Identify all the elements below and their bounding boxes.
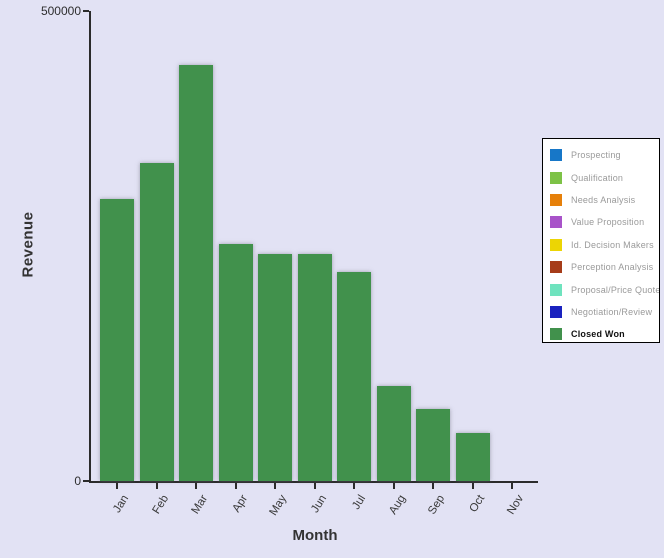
- x-tick-label-sep: Sep: [426, 493, 448, 517]
- bar-jan[interactable]: [100, 199, 134, 481]
- y-tick-500000: [83, 10, 89, 12]
- legend-swatch-icon: [550, 216, 562, 229]
- x-tick-label-may: May: [267, 493, 290, 518]
- legend-swatch-icon: [550, 305, 562, 318]
- legend-item-perception-analysis[interactable]: Perception Analysis: [550, 256, 659, 278]
- legend-swatch-icon: [550, 238, 562, 251]
- bar-mar[interactable]: [179, 65, 213, 481]
- bar-may[interactable]: [258, 254, 292, 481]
- bar-feb[interactable]: [139, 163, 174, 481]
- legend-item-label: Negotiation/Review: [571, 306, 653, 317]
- legend-item-label: Prospecting: [571, 150, 621, 161]
- chart-legend: Prospecting Qualification Needs Analysis Va…: [542, 138, 660, 343]
- x-tick-jun: [313, 483, 316, 489]
- legend-swatch-icon: [550, 193, 562, 206]
- x-tick-label-jul: Jul: [350, 493, 369, 512]
- legend-item-label: Closed Won: [571, 329, 625, 340]
- x-tick-label-nov: Nov: [505, 493, 527, 517]
- x-tick-label-feb: Feb: [149, 493, 171, 517]
- legend-swatch-icon: [550, 171, 562, 184]
- legend-item-prospecting[interactable]: Prospecting: [550, 144, 659, 166]
- legend-item-label: Value Proposition: [571, 217, 645, 228]
- x-tick-label-aug: Aug: [386, 493, 408, 517]
- y-tick-label-0: 0: [74, 474, 81, 488]
- x-tick-label-jan: Jan: [111, 493, 132, 516]
- legend-item-label: Perception Analysis: [571, 262, 654, 273]
- legend-item-qualification[interactable]: Qualification: [550, 166, 659, 188]
- bar-sep[interactable]: [416, 409, 450, 481]
- legend-swatch-icon: [550, 149, 562, 162]
- x-tick-oct: [471, 483, 474, 489]
- legend-item-value-proposition[interactable]: Value Proposition: [550, 211, 659, 233]
- x-tick-label-oct: Oct: [467, 493, 487, 515]
- legend-item-proposal-price-quote[interactable]: Proposal/Price Quote: [550, 278, 659, 300]
- x-tick-feb: [155, 483, 158, 489]
- y-tick-label-500000: 500000: [40, 4, 81, 18]
- x-axis-title: Month: [292, 527, 338, 544]
- legend-swatch-icon: [550, 261, 562, 274]
- y-axis-line: [89, 11, 91, 482]
- x-tick-jul: [353, 483, 355, 489]
- legend-item-id-decision-makers[interactable]: Id. Decision Makers: [550, 234, 659, 256]
- bar-aug[interactable]: [376, 386, 411, 481]
- x-tick-may: [274, 483, 276, 489]
- legend-item-label: Qualification: [571, 172, 624, 183]
- bar-apr[interactable]: [218, 244, 253, 481]
- x-tick-sep: [432, 483, 434, 489]
- legend-swatch-icon: [550, 328, 562, 341]
- x-tick-label-mar: Mar: [189, 493, 211, 517]
- x-tick-label-apr: Apr: [230, 493, 250, 515]
- y-tick-0: [83, 480, 89, 482]
- bar-jul[interactable]: [337, 272, 371, 481]
- legend-item-label: Needs Analysis: [571, 194, 636, 205]
- x-tick-mar: [195, 483, 197, 489]
- x-tick-aug: [392, 483, 395, 489]
- bar-jun[interactable]: [297, 254, 332, 481]
- legend-swatch-icon: [550, 283, 562, 296]
- legend-item-closed-won[interactable]: Closed Won: [550, 323, 659, 342]
- x-tick-nov: [511, 483, 513, 489]
- legend-item-label: Id. Decision Makers: [571, 239, 654, 250]
- x-tick-apr: [234, 483, 237, 489]
- x-axis-line: [89, 481, 538, 483]
- bar-oct[interactable]: [455, 433, 490, 481]
- x-tick-label-jun: Jun: [308, 493, 329, 516]
- x-tick-jan: [116, 483, 118, 489]
- legend-item-negotiation-review[interactable]: Negotiation/Review: [550, 301, 659, 323]
- y-axis-title: Revenue: [19, 211, 37, 278]
- legend-item-needs-analysis[interactable]: Needs Analysis: [550, 189, 659, 211]
- legend-item-label: Proposal/Price Quote: [571, 284, 660, 295]
